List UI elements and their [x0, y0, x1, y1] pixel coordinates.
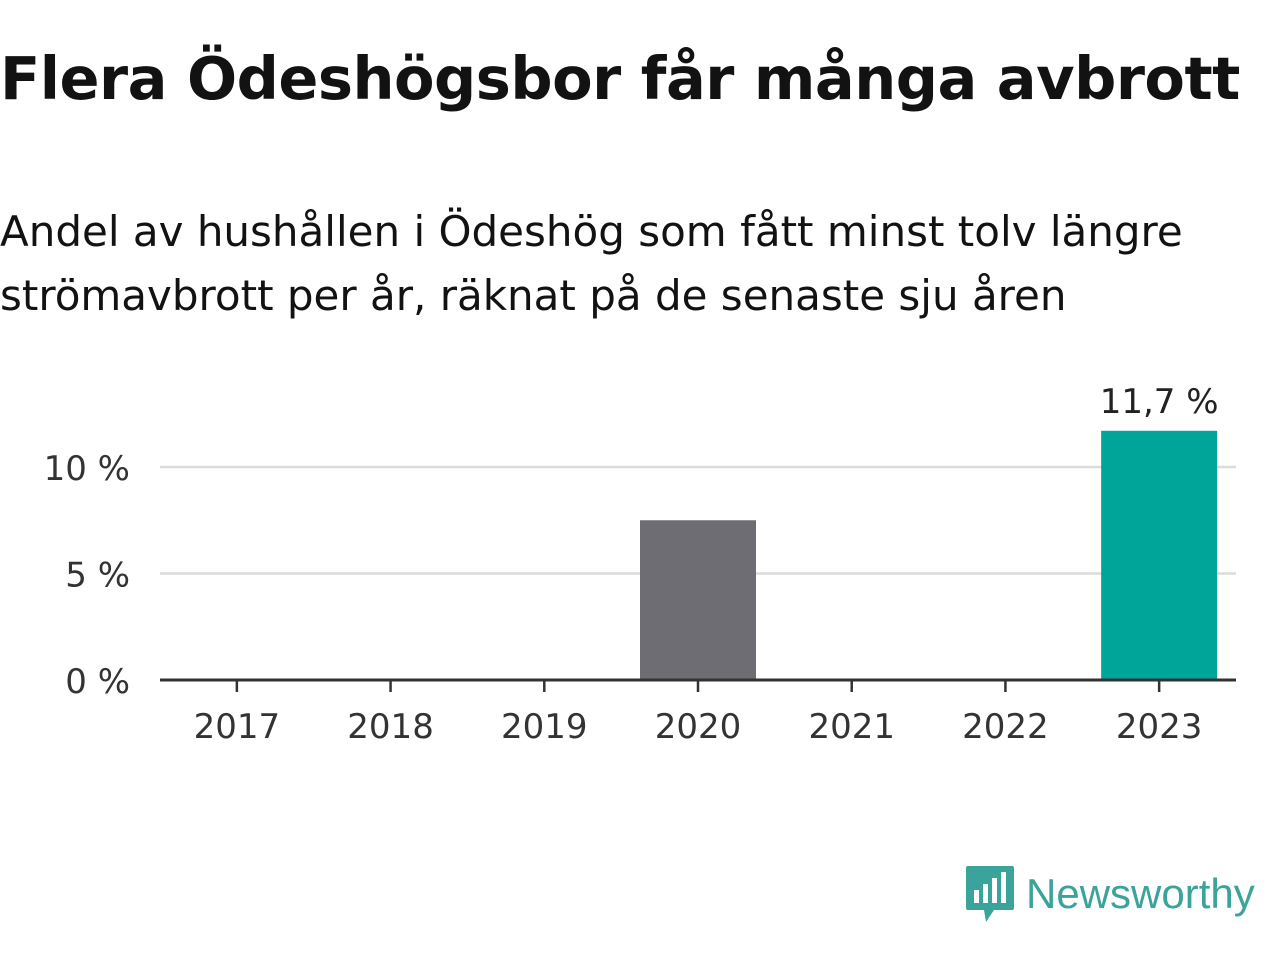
x-tick-label: 2022	[962, 707, 1049, 747]
bar-2023	[1101, 430, 1218, 680]
y-tick-label: 5 %	[65, 556, 130, 596]
chart-subtitle: Andel av hushållen i Ödeshög som fått mi…	[0, 207, 1183, 320]
y-tick-label: 10 %	[44, 449, 130, 489]
x-tick-label: 2023	[1116, 707, 1203, 747]
x-tick-label: 2021	[808, 707, 895, 747]
x-tick-label: 2018	[347, 707, 434, 747]
chart-title: Flera Ödeshögsbor får många avbrott	[0, 44, 1240, 113]
x-tick-label: 2017	[194, 707, 281, 747]
bar-2020	[640, 520, 756, 680]
bars	[640, 430, 1218, 680]
newsworthy-logo-icon	[966, 866, 1014, 922]
brand-name: Newsworthy	[1026, 870, 1255, 917]
x-tick-label: 2019	[501, 707, 588, 747]
brand-logo: Newsworthy	[964, 864, 1255, 924]
data-label-2023: 11,7 %	[1100, 382, 1219, 422]
x-tick-label: 2020	[655, 707, 742, 747]
data-labels: 11,7 %	[1100, 382, 1219, 422]
bar-chart: 0 %5 %10 % 2017 2018 2019 2020 2021 2022 2023 …	[44, 382, 1236, 747]
y-axis-ticks: 0 % 5 % 10 %	[44, 449, 130, 702]
y-tick-label: 0 %	[65, 662, 130, 702]
x-axis-ticks: 2017 2018 2019 2020 2021 2022 2023	[194, 680, 1203, 747]
